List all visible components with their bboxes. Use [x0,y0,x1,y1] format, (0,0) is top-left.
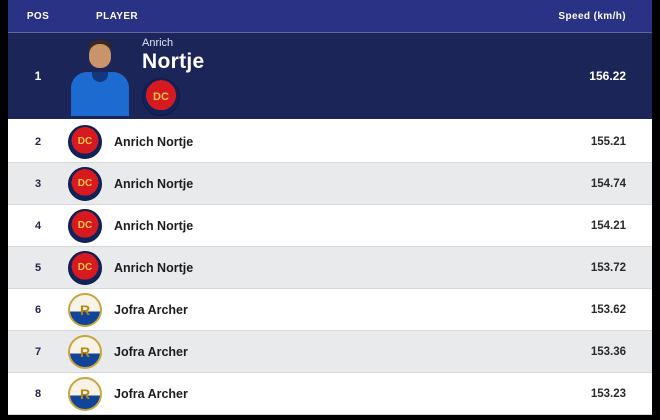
speed-value: 153.62 [590,303,626,316]
player-first-name: Anrich [142,36,174,49]
player-name: Jofra Archer [114,386,188,401]
delhi-capitals-logo: DC [68,166,102,201]
rajasthan-royals-logo: R [68,376,102,411]
player-name: Jofra Archer [114,344,188,359]
speed-value: 153.72 [590,261,626,274]
speed-value: 155.21 [590,135,626,148]
speed-value: 153.36 [590,345,626,358]
header-player: PLAYER [96,10,139,22]
speed-value: 156.22 [589,69,626,83]
table-rows: 2 DC Anrich Nortje 155.21 3 DC Anrich No… [8,121,652,415]
player-name: Anrich Nortje [114,260,194,275]
position-number: 3 [34,177,42,190]
header-speed: Speed (km/h) [558,10,626,22]
table-header-row: POS PLAYER Speed (km/h) [8,0,652,33]
player-last-name: Nortje [142,49,205,73]
table-row: 5 DC Anrich Nortje 153.72 [8,247,652,289]
delhi-capitals-logo: DC [68,208,102,243]
speed-value: 154.74 [590,177,626,190]
position-number: 6 [34,303,42,316]
position-number: 8 [34,387,42,400]
position-number: 7 [34,345,42,358]
table-row: 4 DC Anrich Nortje 154.21 [8,205,652,247]
position-number: 5 [34,261,42,274]
player-name: Jofra Archer [114,302,188,317]
player-name: Anrich Nortje [114,176,194,191]
delhi-capitals-logo: DC [142,77,180,116]
delhi-capitals-logo: DC [68,124,102,159]
table-row: 7 R Jofra Archer 153.36 [8,331,652,373]
table-row: 8 R Jofra Archer 153.23 [8,373,652,415]
header-pos: POS [26,10,50,22]
rajasthan-royals-logo: R [68,334,102,369]
featured-player-name: Anrich Nortje DC [142,37,204,116]
table-row: 6 R Jofra Archer 153.62 [8,289,652,331]
delhi-capitals-logo: DC [68,250,102,285]
rajasthan-royals-logo: R [68,292,102,327]
speed-value: 153.23 [590,387,626,400]
position-number: 1 [34,69,42,83]
photo-head [89,44,111,68]
table-row: 2 DC Anrich Nortje 155.21 [8,121,652,163]
position-number: 2 [34,135,42,148]
speed-value: 154.21 [590,219,626,232]
table-row: 3 DC Anrich Nortje 154.74 [8,163,652,205]
speed-leaderboard-table: POS PLAYER Speed (km/h) 1 Anrich Nortje … [8,0,652,420]
player-name: Anrich Nortje [114,218,194,233]
position-number: 4 [34,219,42,232]
player-photo [68,36,132,116]
photo-jersey [71,72,129,116]
featured-row-rank-1: 1 Anrich Nortje DC 156.22 [8,33,652,121]
player-name: Anrich Nortje [114,134,194,149]
